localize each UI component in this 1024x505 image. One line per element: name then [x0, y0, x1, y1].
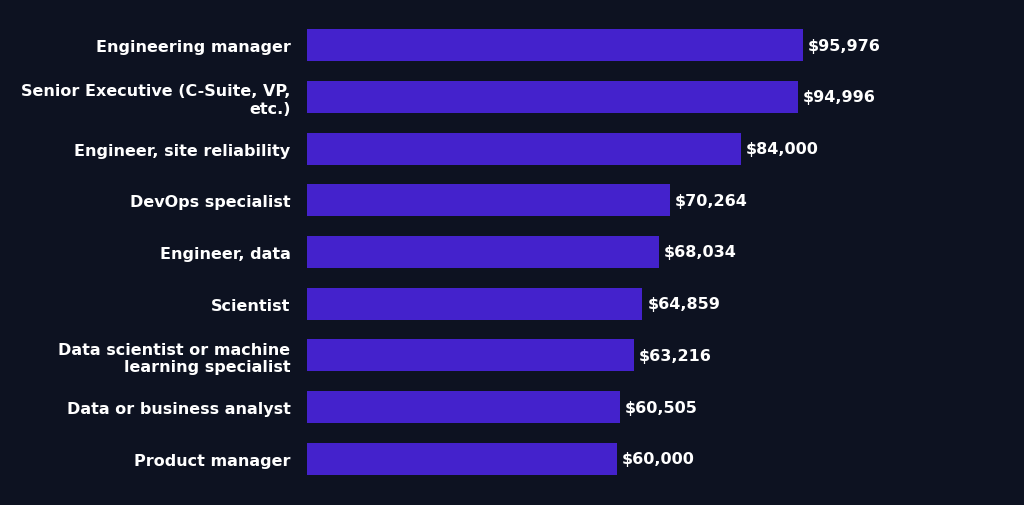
Text: $94,996: $94,996 — [803, 90, 876, 105]
Text: $68,034: $68,034 — [664, 245, 736, 260]
Bar — [307, 82, 798, 114]
Bar — [307, 288, 642, 320]
Text: $60,000: $60,000 — [623, 451, 695, 467]
Bar — [307, 133, 741, 165]
Text: $60,505: $60,505 — [625, 400, 697, 415]
Text: $63,216: $63,216 — [639, 348, 712, 363]
Bar — [307, 236, 658, 269]
Bar — [307, 443, 617, 475]
Text: $70,264: $70,264 — [675, 193, 749, 209]
Text: $64,859: $64,859 — [647, 296, 720, 312]
Bar — [307, 185, 670, 217]
Bar — [307, 340, 634, 372]
Text: $95,976: $95,976 — [808, 38, 881, 54]
Bar — [307, 30, 803, 62]
Text: $84,000: $84,000 — [746, 142, 819, 157]
Bar — [307, 391, 620, 423]
